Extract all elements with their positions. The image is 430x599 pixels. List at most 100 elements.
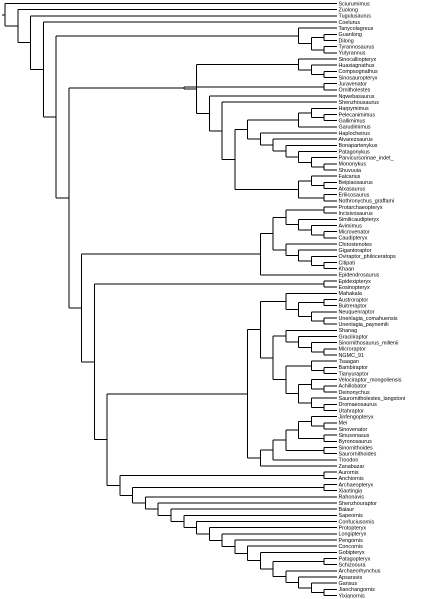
taxon-label: Gigantoraptor [339,248,372,254]
taxon-label: Achillobator [339,384,367,390]
taxon-label: Deinonychus [339,390,370,396]
taxon-label: Velociraptor_mongoliensis [339,378,402,384]
taxon-label: Citipati [339,260,355,266]
taxon-label: Coelurus [339,20,361,26]
taxon-label: Tanycolagreus [339,26,374,32]
taxon-label: Troodon [339,458,359,464]
taxon-label: Juravenator [339,82,368,88]
taxon-label: Jinfengopteryx [339,415,374,421]
taxon-label: Zanabazar [339,464,365,470]
taxon-label: Khaan [339,267,355,273]
taxon-label: Sinosauropteryx [339,75,378,81]
taxon-label: Tsaagan [339,359,359,365]
taxon-label: Nothronychus_graffami [339,199,395,205]
taxon-label: Patagonykus [339,149,370,155]
taxon-label: Harpymimus [339,106,370,112]
taxon-label: Eosinopteryx [339,285,370,291]
taxon-label: Dilong [339,38,354,44]
taxon-label: Gobipteryx [339,550,365,556]
taxon-label: Epidexipteryx [339,279,372,285]
taxon-label: Nqwebasaurus [339,94,375,100]
taxon-label: Ornitholestes [339,88,371,94]
taxon-label: Pengornis [339,538,364,544]
taxon-label: Alvarezsaurus [339,137,373,143]
taxon-label: Shenzhousaurus [339,100,380,106]
taxon-label: Gallimimus [339,119,366,125]
taxon-label: Sinusonasus [339,433,370,439]
taxon-label: Sapeornis [339,513,364,519]
taxon-label: Guanlong [339,32,362,38]
taxon-label: Beipiaosaurus [339,180,373,186]
taxon-label: Balaur [339,507,355,513]
taxon-label: Yutyrannus [339,51,366,57]
taxon-label: Mahakala [339,291,362,297]
taxon-label: Xiaotingia [339,489,363,495]
taxon-label: Tugulusaurus [339,14,372,20]
taxon-label: Saurornitholestes_langstoni [339,396,406,402]
taxon-label: Epidendrosaurus [339,273,380,279]
taxon-label: Protopteryx [339,526,367,532]
taxon-label: Confuciusornis [339,519,375,525]
taxon-label: Yixianornis [339,593,365,599]
taxon-label: Sinornithosaurus_millenii [339,341,399,347]
taxon-label: Sinocalliopteryx [339,57,377,63]
taxon-label: Rahonavis [339,495,365,501]
taxon-label: Tianyuraptor [339,371,369,377]
taxon-label: Microvenator [339,230,370,236]
taxon-label: Schizooura [339,563,366,569]
taxon-label: Utahraptor [339,408,365,414]
taxon-label: Shanag [339,328,358,334]
taxon-label: Patagopteryx [339,556,371,562]
taxon-label: Haplocheirus [339,131,371,137]
taxon-label: Saurornithoides [339,452,377,458]
taxon-label: Caudipteryx [339,236,368,242]
taxon-label: Incisivosaurus [339,211,373,217]
taxon-label: Neuquenraptor [339,310,375,316]
taxon-labels: SciurumimusZuolongTugulusaurusCoelurusTa… [339,1,406,599]
taxon-label: Protarchaeopteryx [339,205,383,211]
taxon-label: Parvicursorinae_indet_ [339,156,395,162]
taxon-label: Shenzhouraptor [339,501,378,507]
taxon-label: Garudimimus [339,125,371,131]
taxon-label: Byronosaurus [339,439,373,445]
taxon-label: Sinovenator [339,427,368,433]
taxon-label: Chirostenotes [339,242,373,248]
taxon-label: Oviraptor_philoceratops [339,254,397,260]
taxon-label: Archaeorhynchus [339,569,381,575]
taxon-label: Sciurumimus [339,1,370,7]
taxon-label: Microraptor [339,347,366,353]
taxon-label: Gansus [339,581,358,587]
taxon-label: Compsognathus [339,69,379,75]
taxon-label: Unenlagia_paynemili [339,322,389,328]
taxon-label: Falcarius [339,174,361,180]
taxon-label: Jianchangornis [339,587,376,593]
taxon-label: Shuvuuia [339,168,361,174]
taxon-label: Sinornithoides [339,445,373,451]
taxon-label: Zuolong [339,8,358,14]
taxon-label: Longipteryx [339,532,367,538]
taxon-label: Archaeopteryx [339,482,374,488]
taxon-label: Bonapartenykus [339,143,378,149]
taxon-label: Unenlagia_comahuensis [339,316,398,322]
taxon-label: Alxasaurus [339,186,366,192]
taxon-label: Mononykus [339,162,367,168]
taxon-label: Aurornis [339,470,359,476]
taxon-label: Dromaeosaurus [339,402,378,408]
taxon-label: Mei [339,421,348,427]
taxon-label: Concornis [339,544,364,550]
taxon-label: NGMC_91 [339,353,364,359]
taxon-label: Bambiraptor [339,365,369,371]
taxon-label: Similicaudipteryx [339,217,380,223]
taxon-label: Huaxiagnathus [339,63,375,69]
taxon-label: Avimimus [339,223,363,229]
taxon-label: Apsaravis [339,575,363,581]
taxon-label: Erliicosaurus [339,193,370,199]
taxon-label: Buitreraptor [339,304,367,310]
taxon-label: Austroraptor [339,297,369,303]
tree-branches [2,3,337,596]
taxon-label: Anchiornis [339,476,364,482]
taxon-label: Tyrannosaurus [339,45,375,51]
taxon-label: Graciliraptor [339,334,369,340]
taxon-label: Pelecanimimus [339,112,376,118]
